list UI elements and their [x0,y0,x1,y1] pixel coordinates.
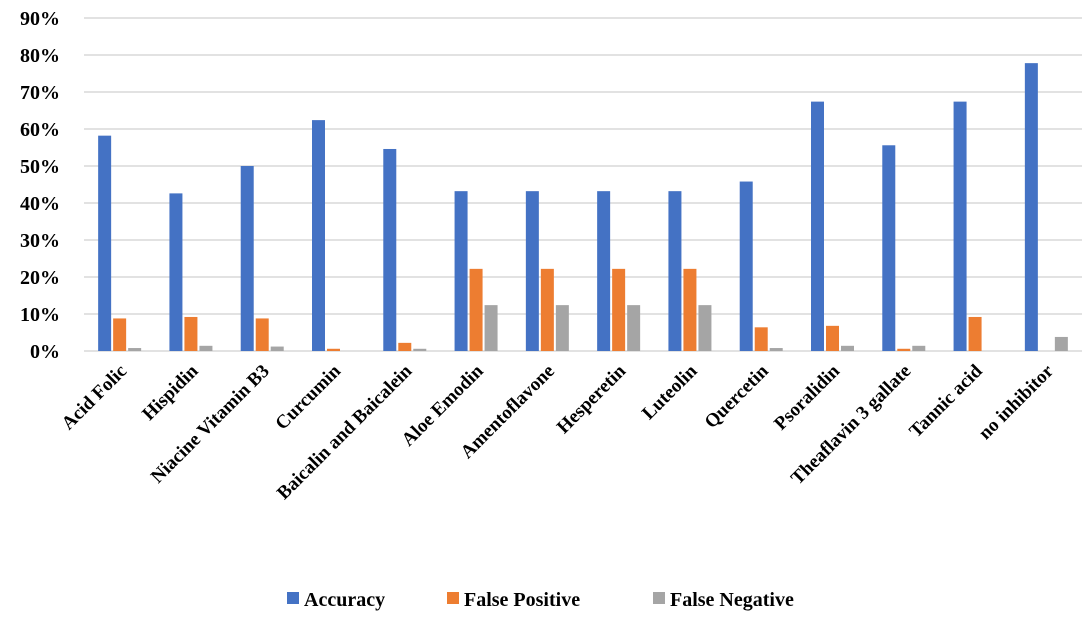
bar-false-negative [769,348,783,351]
bar-accuracy [169,193,183,351]
bar-false-positive [968,316,982,351]
legend: Accuracy False Positive False Negative [287,589,794,611]
bar-accuracy [454,191,468,351]
bar-false-positive [398,342,412,351]
bar-false-negative [555,305,569,351]
bar-accuracy [383,148,397,351]
bar-false-negative [627,305,641,351]
y-axis-tick-labels: 0% 10% 20% 30% 40% 50% 60% 70% 80% 90% [20,8,60,363]
bar-false-negative [912,345,926,351]
bar-false-positive [184,316,198,351]
bar-false-negative [270,346,284,351]
bar-accuracy [98,135,112,351]
x-tick-label: Niacine Vitamin B3 [147,361,274,488]
bar-false-positive [113,318,127,351]
bar-false-positive [327,348,340,351]
bars [98,63,1068,352]
legend-swatch [447,592,459,604]
bar-false-negative [413,348,427,351]
x-tick-label: Baicalin and Baicalein [273,360,417,504]
y-tick-label: 40% [20,193,60,215]
x-tick-label: Psoralidin [770,360,844,434]
x-tick-label: Curcumin [271,360,345,434]
y-tick-label: 10% [20,304,60,326]
x-tick-label: Quercetin [701,360,773,432]
bar-accuracy [953,101,967,352]
gridlines [84,17,1082,352]
x-tick-label: Acid Folic [58,361,131,434]
bar-false-negative [841,345,854,351]
x-tick-label: no inhibitor [975,360,1059,444]
legend-swatch [287,592,299,604]
y-tick-label: 20% [20,267,60,289]
legend-label: False Positive [464,589,580,611]
y-tick-label: 60% [20,119,60,141]
bar-accuracy [525,191,539,351]
bar-false-positive [469,268,483,351]
bar-accuracy [882,145,896,351]
bar-false-negative [484,305,498,351]
bar-false-positive [683,268,697,351]
x-tick-label: Theaflavin 3 gallate [787,361,915,489]
y-tick-label: 0% [30,341,60,363]
bar-accuracy [240,166,254,351]
x-tick-label: Hesperetin [553,360,631,438]
bar-accuracy [739,181,753,351]
bar-accuracy [811,101,824,352]
y-tick-label: 90% [20,8,60,30]
x-tick-label: Hispidin [138,360,202,424]
y-tick-label: 80% [20,45,60,67]
bar-false-negative [128,348,142,351]
bar-false-negative [1054,336,1068,351]
bar-false-positive [897,348,911,351]
bar-accuracy [668,191,682,351]
legend-label: False Negative [670,589,794,611]
bar-false-positive [255,318,269,351]
bar-false-negative [199,345,213,351]
bar-false-positive [540,268,554,351]
y-tick-label: 50% [20,156,60,178]
bar-false-positive [612,268,626,351]
bar-accuracy [1024,63,1038,351]
bar-false-negative [698,305,712,351]
bar-accuracy [312,120,325,352]
y-tick-label: 70% [20,82,60,104]
legend-label: Accuracy [304,589,385,611]
legend-swatch [653,592,665,604]
bar-accuracy [597,191,611,351]
y-tick-label: 30% [20,230,60,252]
x-tick-label: Luteolin [638,360,702,424]
bar-false-positive [754,327,768,351]
bar-false-positive [826,325,839,351]
